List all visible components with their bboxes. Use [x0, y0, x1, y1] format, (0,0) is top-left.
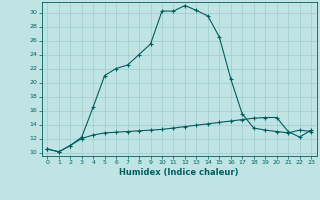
X-axis label: Humidex (Indice chaleur): Humidex (Indice chaleur)	[119, 168, 239, 177]
